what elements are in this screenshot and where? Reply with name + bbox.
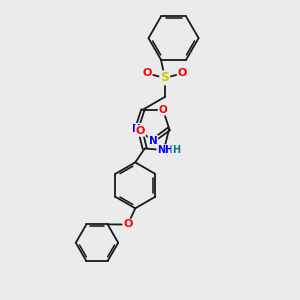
Text: N: N [132, 124, 141, 134]
Text: O: O [178, 68, 187, 78]
Text: O: O [136, 126, 145, 136]
Text: N: N [148, 136, 157, 146]
Text: O: O [142, 68, 152, 78]
Text: H: H [172, 145, 180, 155]
Text: S: S [160, 71, 169, 84]
Text: O: O [159, 105, 167, 115]
Text: NH: NH [157, 145, 173, 155]
Text: O: O [123, 220, 133, 230]
